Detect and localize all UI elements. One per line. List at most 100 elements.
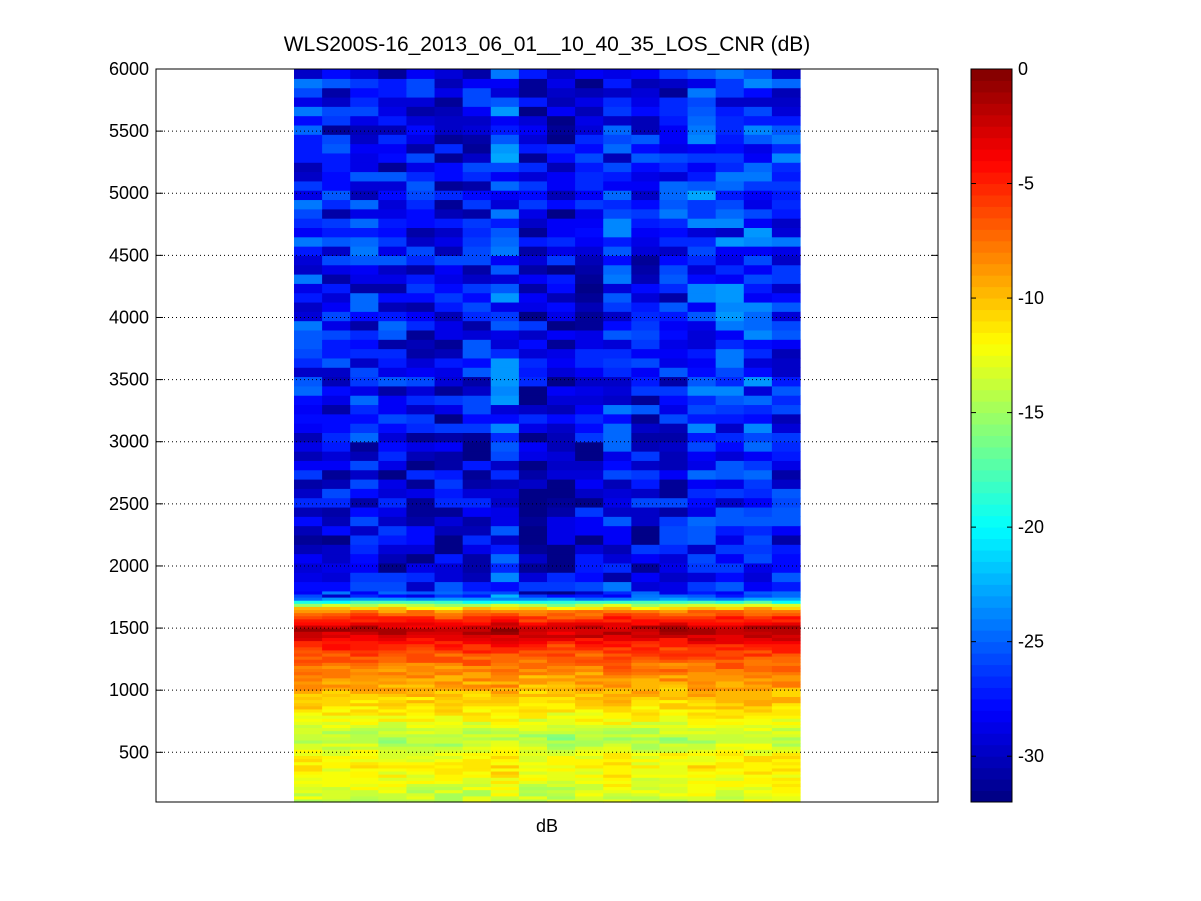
colorbar: 0-5-10-15-20-25-30 xyxy=(970,59,1044,803)
heatmap-cell xyxy=(603,441,632,452)
heatmap-cell xyxy=(687,236,717,247)
heatmap-cell xyxy=(771,227,801,238)
colorbar-band xyxy=(971,137,1012,150)
heatmap-cell xyxy=(518,590,548,595)
heatmap-cell xyxy=(406,581,436,592)
heatmap-cell xyxy=(771,659,801,663)
heatmap-cell xyxy=(575,525,604,536)
heatmap-cell xyxy=(434,727,464,732)
heatmap-cell xyxy=(378,227,408,238)
heatmap-cell xyxy=(547,652,576,657)
heatmap-cell xyxy=(322,413,351,424)
heatmap-cell xyxy=(687,656,717,660)
heatmap-cell xyxy=(378,767,408,772)
heatmap-cell xyxy=(603,525,632,536)
heatmap-cell xyxy=(462,761,492,766)
heatmap-cell xyxy=(547,301,576,312)
heatmap-cell xyxy=(322,783,351,788)
heatmap-cell xyxy=(490,525,520,536)
heatmap-cell xyxy=(322,628,351,632)
heatmap-cell xyxy=(322,792,351,797)
heatmap-cell xyxy=(687,727,717,732)
heatmap-cell xyxy=(631,385,661,396)
heatmap-cell xyxy=(518,283,548,294)
heatmap-cell xyxy=(575,615,604,620)
heatmap-cell xyxy=(771,749,801,753)
heatmap-cell xyxy=(575,301,604,312)
heatmap-cell xyxy=(490,460,520,471)
heatmap-cell xyxy=(715,621,745,626)
heatmap-cell xyxy=(659,764,689,769)
heatmap-cell xyxy=(490,171,520,182)
heatmap-cell xyxy=(659,96,689,107)
heatmap-cell xyxy=(294,631,323,635)
heatmap-cell xyxy=(631,357,661,368)
heatmap-cell xyxy=(378,702,408,707)
heatmap-cell xyxy=(294,634,323,638)
heatmap-cell xyxy=(547,441,576,452)
heatmap-cell xyxy=(715,606,745,611)
heatmap-cell xyxy=(350,699,379,704)
heatmap-cell xyxy=(406,441,436,452)
heatmap-cell xyxy=(687,677,717,682)
heatmap-cell xyxy=(350,711,379,716)
heatmap-cell xyxy=(406,395,436,406)
heatmap-cell xyxy=(518,652,548,657)
colorbar-band xyxy=(971,389,1012,402)
heatmap-cell xyxy=(687,774,717,778)
heatmap-cell xyxy=(715,301,745,312)
heatmap-cell xyxy=(715,708,745,713)
heatmap-cell xyxy=(294,124,323,135)
heatmap-cell xyxy=(462,631,492,635)
colorbar-band xyxy=(971,515,1012,528)
heatmap-cell xyxy=(518,597,548,601)
heatmap-cell xyxy=(490,652,520,657)
heatmap-cell xyxy=(350,506,379,517)
heatmap-cell xyxy=(603,562,632,573)
heatmap-cell xyxy=(631,255,661,266)
heatmap-cell xyxy=(322,711,351,716)
heatmap-cell xyxy=(603,736,632,741)
heatmap-cell xyxy=(743,640,773,645)
heatmap-cell xyxy=(406,634,436,638)
heatmap-cell xyxy=(406,708,436,713)
heatmap-cell xyxy=(603,615,632,620)
heatmap-cell xyxy=(322,581,351,592)
heatmap-cell xyxy=(547,488,576,499)
heatmap-cell xyxy=(294,478,323,489)
colorbar-band xyxy=(971,252,1012,265)
heatmap-cell xyxy=(378,134,408,145)
heatmap-cell xyxy=(603,395,632,406)
heatmap-cell xyxy=(294,646,323,651)
heatmap-cell xyxy=(771,152,801,163)
heatmap-cell xyxy=(434,798,464,803)
heatmap-cell xyxy=(350,208,379,219)
heatmap-cell xyxy=(518,246,548,256)
heatmap-cell xyxy=(771,721,801,725)
heatmap-cell xyxy=(462,749,492,753)
heatmap-cell xyxy=(490,227,520,238)
heatmap-cell xyxy=(547,649,576,654)
y-tick-label: 1000 xyxy=(109,680,149,700)
heatmap-cell xyxy=(518,199,548,210)
heatmap-cell xyxy=(659,180,689,191)
heatmap-cell xyxy=(490,152,520,163)
heatmap-cell xyxy=(490,795,520,800)
heatmap-cell xyxy=(462,171,492,182)
heatmap-cell xyxy=(771,708,801,713)
heatmap-cell xyxy=(715,792,745,797)
heatmap-cell xyxy=(603,469,632,480)
heatmap-cell xyxy=(378,721,408,725)
heatmap-cell xyxy=(462,609,492,614)
heatmap-cell xyxy=(631,746,661,750)
heatmap-cell xyxy=(659,742,689,747)
heatmap-cell xyxy=(547,646,576,651)
heatmap-cell xyxy=(322,544,351,555)
heatmap-cell xyxy=(490,758,520,763)
heatmap-cell xyxy=(350,656,379,660)
heatmap-cell xyxy=(490,488,520,499)
heatmap-cell xyxy=(518,348,548,359)
heatmap-cell xyxy=(322,264,351,275)
heatmap-cell xyxy=(575,236,604,247)
heatmap-cell xyxy=(631,106,661,117)
